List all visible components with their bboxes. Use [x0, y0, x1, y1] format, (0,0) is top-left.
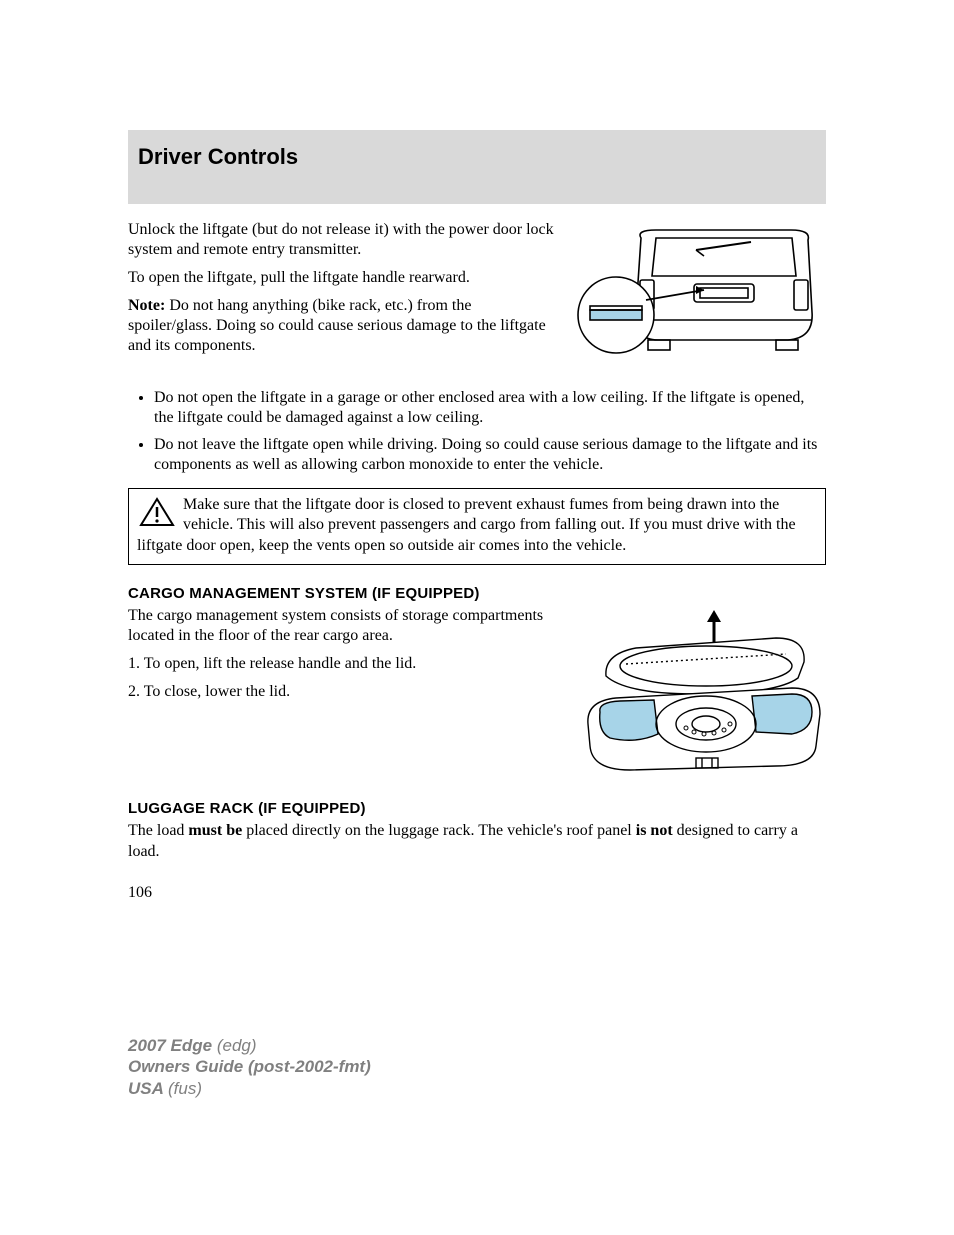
cargo-p1: The cargo management system consists of … [128, 606, 558, 646]
note-text: Do not hang anything (bike rack, etc.) f… [128, 297, 546, 354]
luggage-pre: The load [128, 822, 188, 839]
liftgate-row: Unlock the liftgate (but do not release … [128, 220, 826, 380]
section-header-band: Driver Controls [128, 130, 826, 204]
cargo-p3: 2. To close, lower the lid. [128, 682, 558, 702]
cargo-heading: CARGO MANAGEMENT SYSTEM (IF EQUIPPED) [128, 585, 826, 602]
footer-region: USA [128, 1079, 168, 1098]
manual-page: Driver Controls Unlock the liftgate (but… [0, 0, 954, 902]
note-label: Note: [128, 297, 165, 314]
footer-line-3: USA (fus) [128, 1078, 371, 1099]
bullet-1: Do not open the liftgate in a garage or … [154, 388, 826, 429]
section-title: Driver Controls [138, 144, 816, 170]
footer-model: 2007 Edge [128, 1036, 217, 1055]
liftgate-p2: To open the liftgate, pull the liftgate … [128, 268, 558, 288]
liftgate-note: Note: Do not hang anything (bike rack, e… [128, 296, 558, 356]
page-number: 106 [128, 884, 826, 902]
cargo-p2: 1. To open, lift the release handle and … [128, 654, 558, 674]
warning-text: Make sure that the liftgate door is clos… [137, 496, 796, 554]
footer-block: 2007 Edge (edg) Owners Guide (post-2002-… [128, 1035, 371, 1099]
vehicle-rear-icon [576, 220, 826, 375]
footer-line-1: 2007 Edge (edg) [128, 1035, 371, 1056]
footer-line-2: Owners Guide (post-2002-fmt) [128, 1056, 371, 1077]
luggage-mid: placed directly on the luggage rack. The… [242, 822, 636, 839]
cargo-text-column: The cargo management system consists of … [128, 606, 558, 786]
cargo-illustration [576, 606, 826, 786]
warning-box: Make sure that the liftgate door is clos… [128, 488, 826, 565]
liftgate-bullets: Do not open the liftgate in a garage or … [154, 388, 826, 476]
cargo-row: The cargo management system consists of … [128, 606, 826, 786]
luggage-b1: must be [188, 822, 242, 839]
liftgate-text-column: Unlock the liftgate (but do not release … [128, 220, 558, 380]
luggage-heading: LUGGAGE RACK (IF EQUIPPED) [128, 800, 826, 817]
luggage-paragraph: The load must be placed directly on the … [128, 821, 826, 862]
vehicle-illustration [576, 220, 826, 380]
footer-region-code: (fus) [168, 1079, 202, 1098]
liftgate-p1: Unlock the liftgate (but do not release … [128, 220, 558, 260]
bullet-2: Do not leave the liftgate open while dri… [154, 435, 826, 476]
warning-triangle-icon [139, 497, 175, 527]
luggage-b2: is not [636, 822, 673, 839]
cargo-floor-icon [576, 606, 826, 781]
footer-model-code: (edg) [217, 1036, 257, 1055]
